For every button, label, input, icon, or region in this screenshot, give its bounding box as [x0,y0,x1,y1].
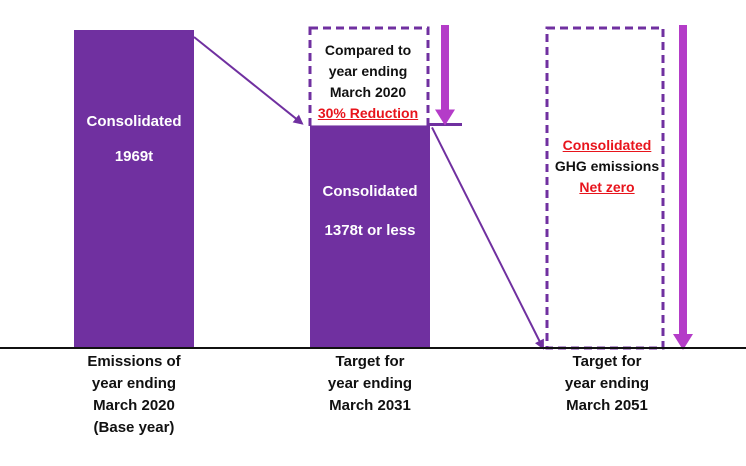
netzero-down-arrow-shaft [679,25,687,336]
category-2031-line1: Target for [335,353,405,370]
category-2051-line3: March 2051 [566,397,648,414]
connector-arrow-base-to-2031 [193,36,304,125]
reduction-down-arrow-shaft [441,25,449,112]
category-base-line1: Emissions of [87,353,181,370]
reduction-down-arrow-head [435,109,455,126]
category-2051-line1: Target for [572,353,642,370]
category-label-base: Emissions of year ending March 2020 (Bas… [49,351,219,439]
bar-label-2031-line2: 1378t or less [324,222,416,239]
category-2031-line2: year ending [327,375,413,392]
netzero-middle: GHG emissions [554,158,660,174]
bar-label-base-line1: Consolidated [86,113,182,130]
category-base-line3: March 2020 [93,397,175,414]
category-2031-line3: March 2031 [329,397,411,414]
netzero-highlight-top: Consolidated [562,137,652,153]
connector-arrow-2031-to-2051 [431,126,544,350]
reduction-dashed-box [308,26,430,130]
reduction-highlight: 30% Reduction [317,105,419,121]
netzero-highlight-bottom: Net zero [579,179,635,195]
category-2051-line2: year ending [564,375,650,392]
category-base-line4: (Base year) [93,419,175,436]
category-label-2031: Target for year ending March 2031 [285,351,455,417]
bar-1 [310,125,430,348]
reduction-box-text: Compared to year ending March 2020 30% R… [298,40,438,124]
netzero-down-arrow-head [673,334,693,350]
reduction-box-line3: March 2020 [329,84,407,100]
bar-0 [74,30,194,348]
reduction-box-line1: Compared to [324,42,412,58]
netzero-box-text: Consolidated GHG emissions Net zero [537,135,677,198]
reduction-box-line2: year ending [328,63,408,79]
category-base-line2: year ending [91,375,177,392]
category-label-2051: Target for year ending March 2051 [522,351,692,417]
bar-label-base-line2: 1969t [114,148,154,165]
bar-label-2031-line1: Consolidated [322,183,418,200]
